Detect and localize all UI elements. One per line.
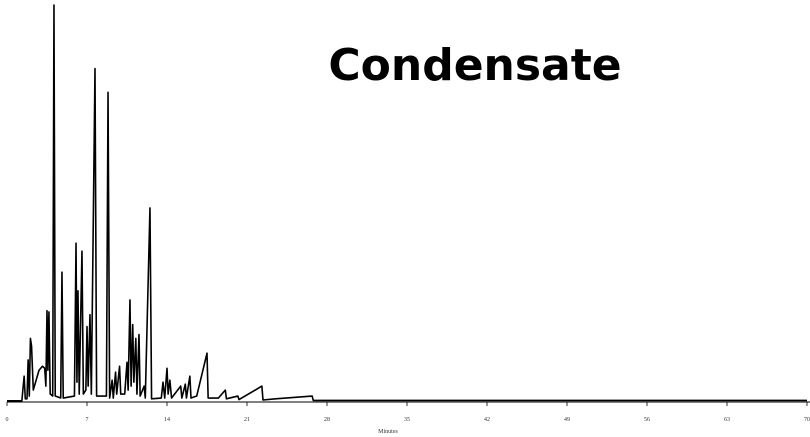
x-tick-label: 21	[244, 417, 250, 423]
chart-title: Condensate	[328, 40, 621, 91]
x-tick-label: 42	[484, 417, 490, 423]
x-tick-label: 56	[644, 417, 650, 423]
x-tick-label: 70	[804, 417, 810, 423]
x-tick-label: 0	[6, 417, 9, 423]
x-tick-label: 49	[564, 417, 570, 423]
chromatogram-trace	[7, 4, 807, 402]
x-tick-label: 63	[724, 417, 730, 423]
x-tick-label: 35	[404, 417, 410, 423]
x-axis-label: Minutes	[378, 429, 398, 435]
x-tick-label: 7	[86, 417, 89, 423]
x-tick-label: 14	[164, 417, 170, 423]
x-tick-label: 28	[324, 417, 330, 423]
